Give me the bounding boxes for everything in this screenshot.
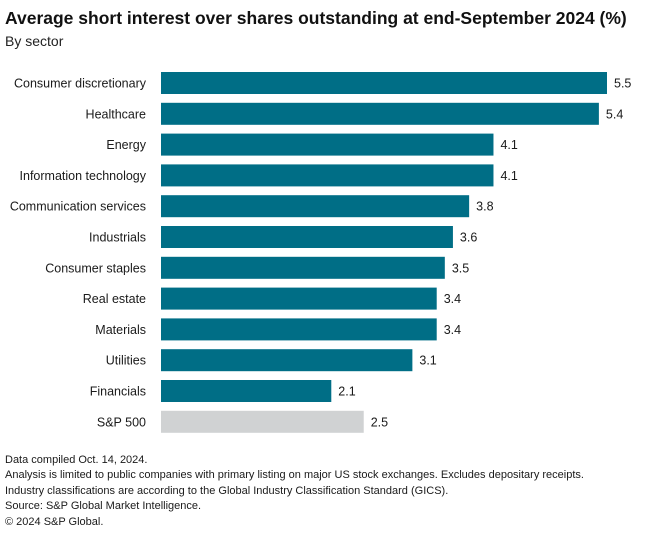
- value-label-materials: 3.4: [444, 323, 461, 337]
- bar-energy: [161, 133, 494, 156]
- category-label-consumer-discretionary: Consumer discretionary: [14, 77, 147, 91]
- category-label-energy: Energy: [106, 138, 146, 152]
- category-label-information-technology: Information technology: [20, 169, 147, 183]
- bar-utilities: [161, 349, 413, 372]
- value-label-consumer-staples: 3.5: [452, 261, 469, 275]
- note-source: Source: S&P Global Market Intelligence.: [5, 500, 202, 513]
- value-label-healthcare: 5.4: [606, 107, 623, 121]
- bar-materials: [161, 318, 437, 341]
- value-label-utilities: 3.1: [419, 354, 436, 368]
- note-analysis-scope: Analysis is limited to public companies …: [5, 469, 584, 482]
- bar-healthcare: [161, 102, 599, 125]
- category-label-consumer-staples: Consumer staples: [45, 261, 146, 275]
- note-copyright: © 2024 S&P Global.: [5, 515, 104, 528]
- bar-communication-services: [161, 195, 470, 218]
- category-label-utilities: Utilities: [106, 354, 146, 368]
- chart-notes: Data compiled Oct. 14, 2024. Analysis is…: [5, 453, 584, 530]
- bar-industrials: [161, 226, 453, 248]
- bar-chart: Consumer discretionary 5.5 Healthcare 5.4 En…: [10, 72, 631, 433]
- note-data-compiled: Data compiled Oct. 14, 2024.: [5, 454, 148, 466]
- bar-consumer-discretionary: [161, 72, 607, 94]
- bar-sandp-500: [161, 410, 364, 433]
- category-label-healthcare: Healthcare: [86, 107, 146, 121]
- bar-consumer-staples: [161, 256, 445, 279]
- value-label-energy: 4.1: [500, 138, 517, 152]
- category-label-industrials: Industrials: [89, 231, 146, 245]
- value-label-sandp-500: 2.5: [371, 415, 388, 429]
- value-label-real-estate: 3.4: [444, 292, 461, 306]
- category-label-sandp-500: S&P 500: [97, 415, 146, 429]
- value-label-financials: 2.1: [338, 385, 355, 399]
- bar-real-estate: [161, 287, 437, 310]
- category-label-financials: Financials: [90, 385, 146, 399]
- value-label-industrials: 3.6: [460, 231, 477, 245]
- category-label-real-estate: Real estate: [83, 292, 146, 306]
- value-label-information-technology: 4.1: [500, 169, 517, 183]
- chart-title: Average short interest over shares outst…: [5, 8, 627, 28]
- chart-subtitle: By sector: [5, 33, 64, 49]
- category-label-materials: Materials: [95, 323, 146, 337]
- bar-financials: [161, 380, 332, 402]
- category-label-communication-services: Communication services: [10, 200, 146, 214]
- value-label-consumer-discretionary: 5.5: [614, 77, 631, 91]
- note-industry-classification: Industry classifications are according t…: [5, 484, 449, 497]
- bar-information-technology: [161, 164, 494, 187]
- value-label-communication-services: 3.8: [476, 200, 493, 214]
